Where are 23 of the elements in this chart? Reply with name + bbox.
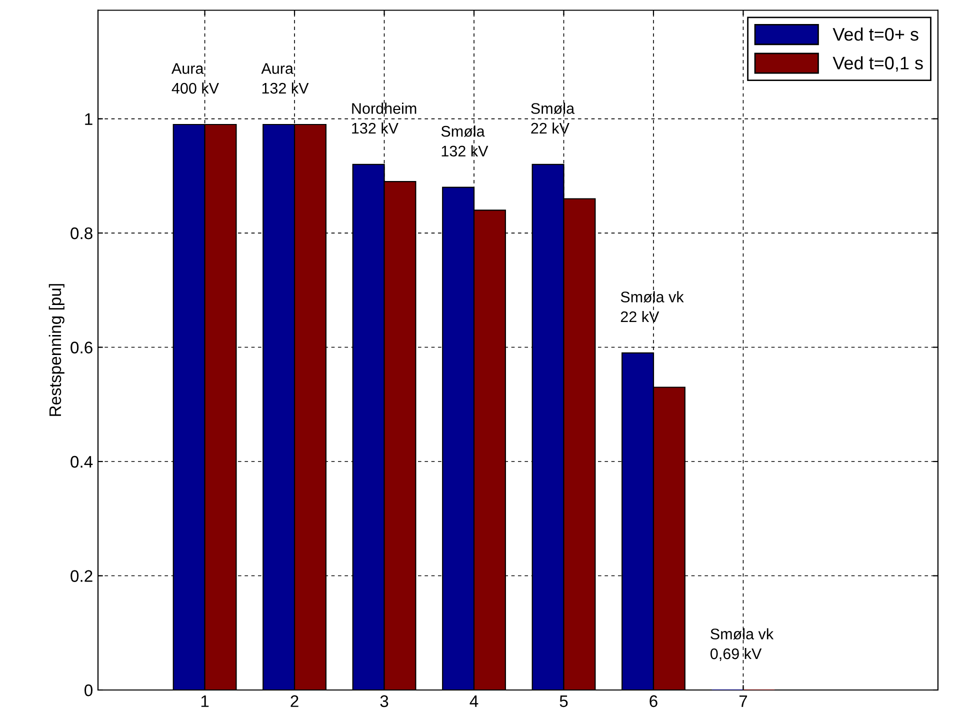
legend-label: Ved t=0,1 s [832, 56, 923, 72]
annotation: Aura 400 kV [171, 63, 219, 94]
y-axis-title: Restspenning [pu] [48, 284, 64, 416]
y-tick-label: 0.4 [70, 456, 93, 468]
annotation: Aura 132 kV [261, 63, 309, 94]
annotation: Nordheim 132 kV [352, 102, 416, 134]
annotation: Smøla vk 22 kV [620, 291, 684, 322]
x-tick-label: 3 [380, 695, 388, 708]
annotation: Smøla 22 kV [531, 102, 575, 134]
x-tick-label: 7 [739, 695, 748, 707]
x-tick-label: 5 [560, 695, 568, 708]
x-tick-label: 1 [201, 695, 209, 707]
y-tick-label: 1 [85, 113, 92, 125]
y-tick-label: 0.2 [70, 570, 92, 582]
y-tick-label: 0.6 [70, 342, 92, 354]
x-tick-label: 4 [470, 695, 478, 707]
x-tick-label: 2 [290, 695, 298, 707]
annotation: Smøla vk 0,69 kV [710, 628, 774, 662]
y-tick-label: 0.8 [70, 227, 92, 240]
annotation: Smøla 132 kV [441, 126, 488, 157]
legend-label: Ved t=0+ s [832, 28, 918, 41]
y-tick-label: 0 [84, 684, 92, 696]
x-tick-label: 6 [650, 695, 658, 708]
